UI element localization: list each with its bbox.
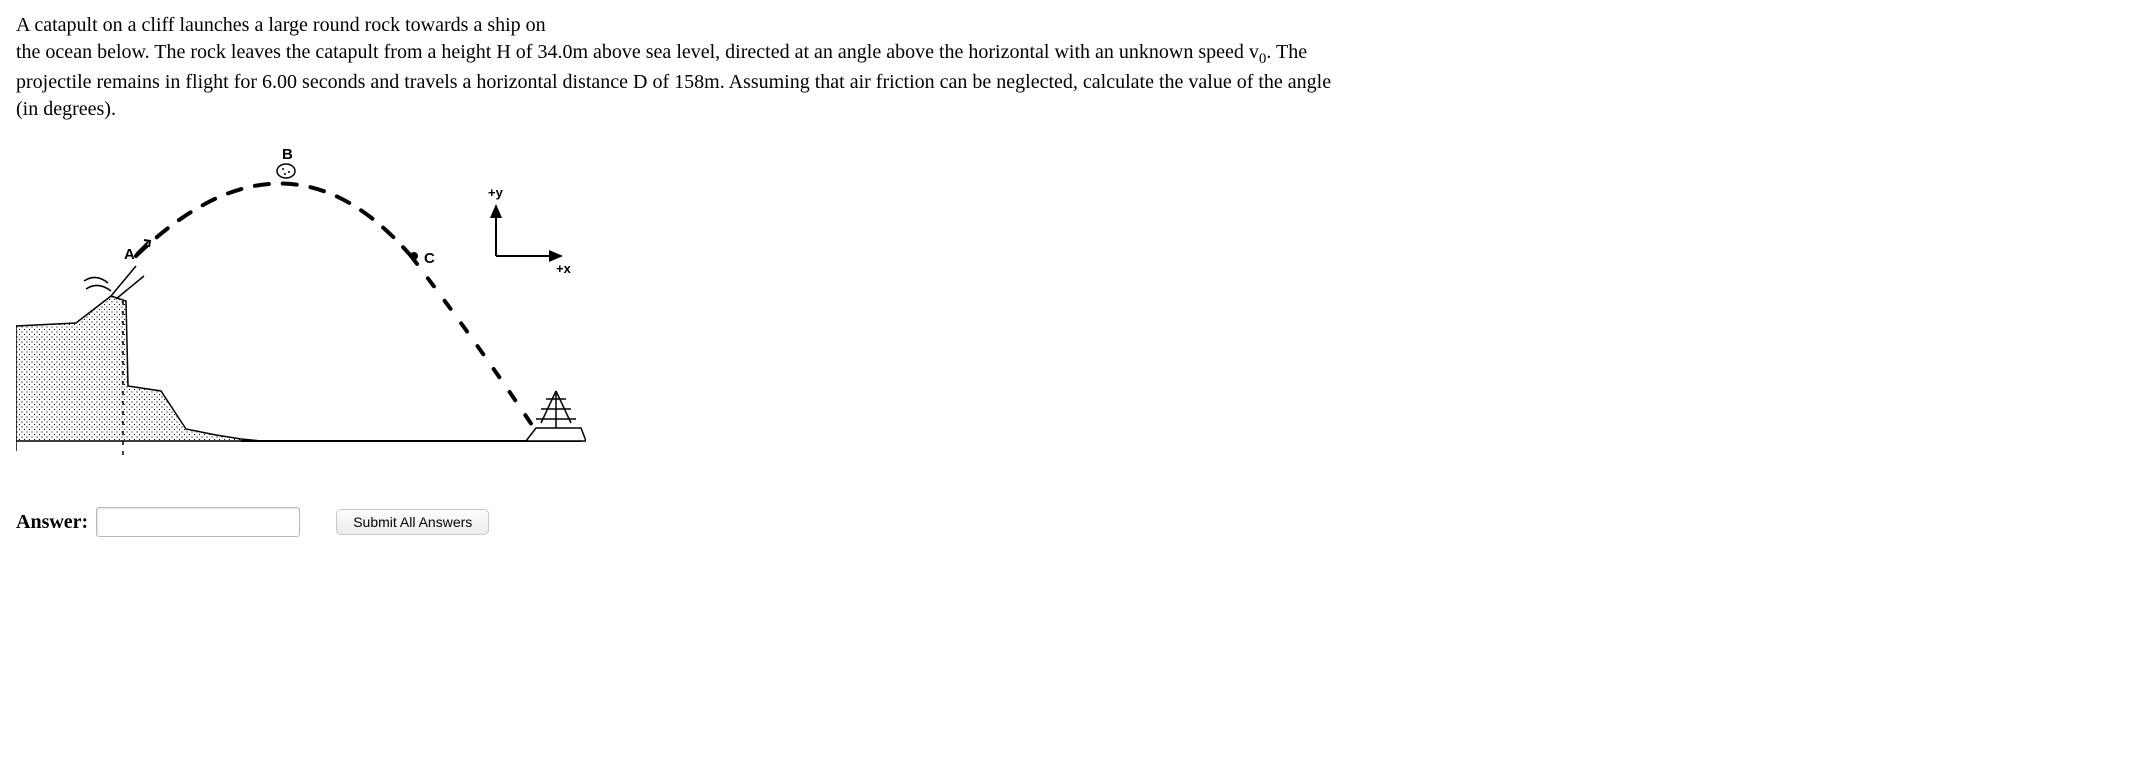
problem-line2b: . The — [1266, 41, 1307, 63]
axes: +y +x — [488, 185, 572, 276]
answer-label: Answer: — [16, 511, 88, 534]
trajectory — [136, 184, 411, 257]
submit-button[interactable]: Submit All Answers — [336, 509, 489, 535]
label-c: C — [424, 250, 435, 267]
problem-text: A catapult on a cliff launches a large r… — [16, 12, 2118, 123]
rock-c — [410, 252, 418, 260]
answer-row: Answer: Submit All Answers — [16, 507, 2118, 537]
problem-line4: (in degrees). — [16, 98, 116, 120]
trajectory-descent — [411, 256, 536, 431]
cliff-shape — [16, 296, 261, 451]
projectile-diagram: A B C +y +x — [16, 141, 2118, 467]
ship — [526, 391, 586, 441]
label-b: B — [282, 146, 293, 163]
rock-apex — [277, 164, 295, 178]
answer-input[interactable] — [96, 507, 300, 537]
catapult — [84, 266, 144, 299]
axis-x-label: +x — [556, 261, 572, 276]
axis-y-label: +y — [488, 185, 504, 200]
problem-line3: projectile remains in flight for 6.00 se… — [16, 71, 1331, 93]
problem-line1: A catapult on a cliff launches a large r… — [16, 14, 546, 36]
problem-line2a: the ocean below. The rock leaves the cat… — [16, 41, 1259, 63]
label-a: A — [124, 246, 135, 263]
